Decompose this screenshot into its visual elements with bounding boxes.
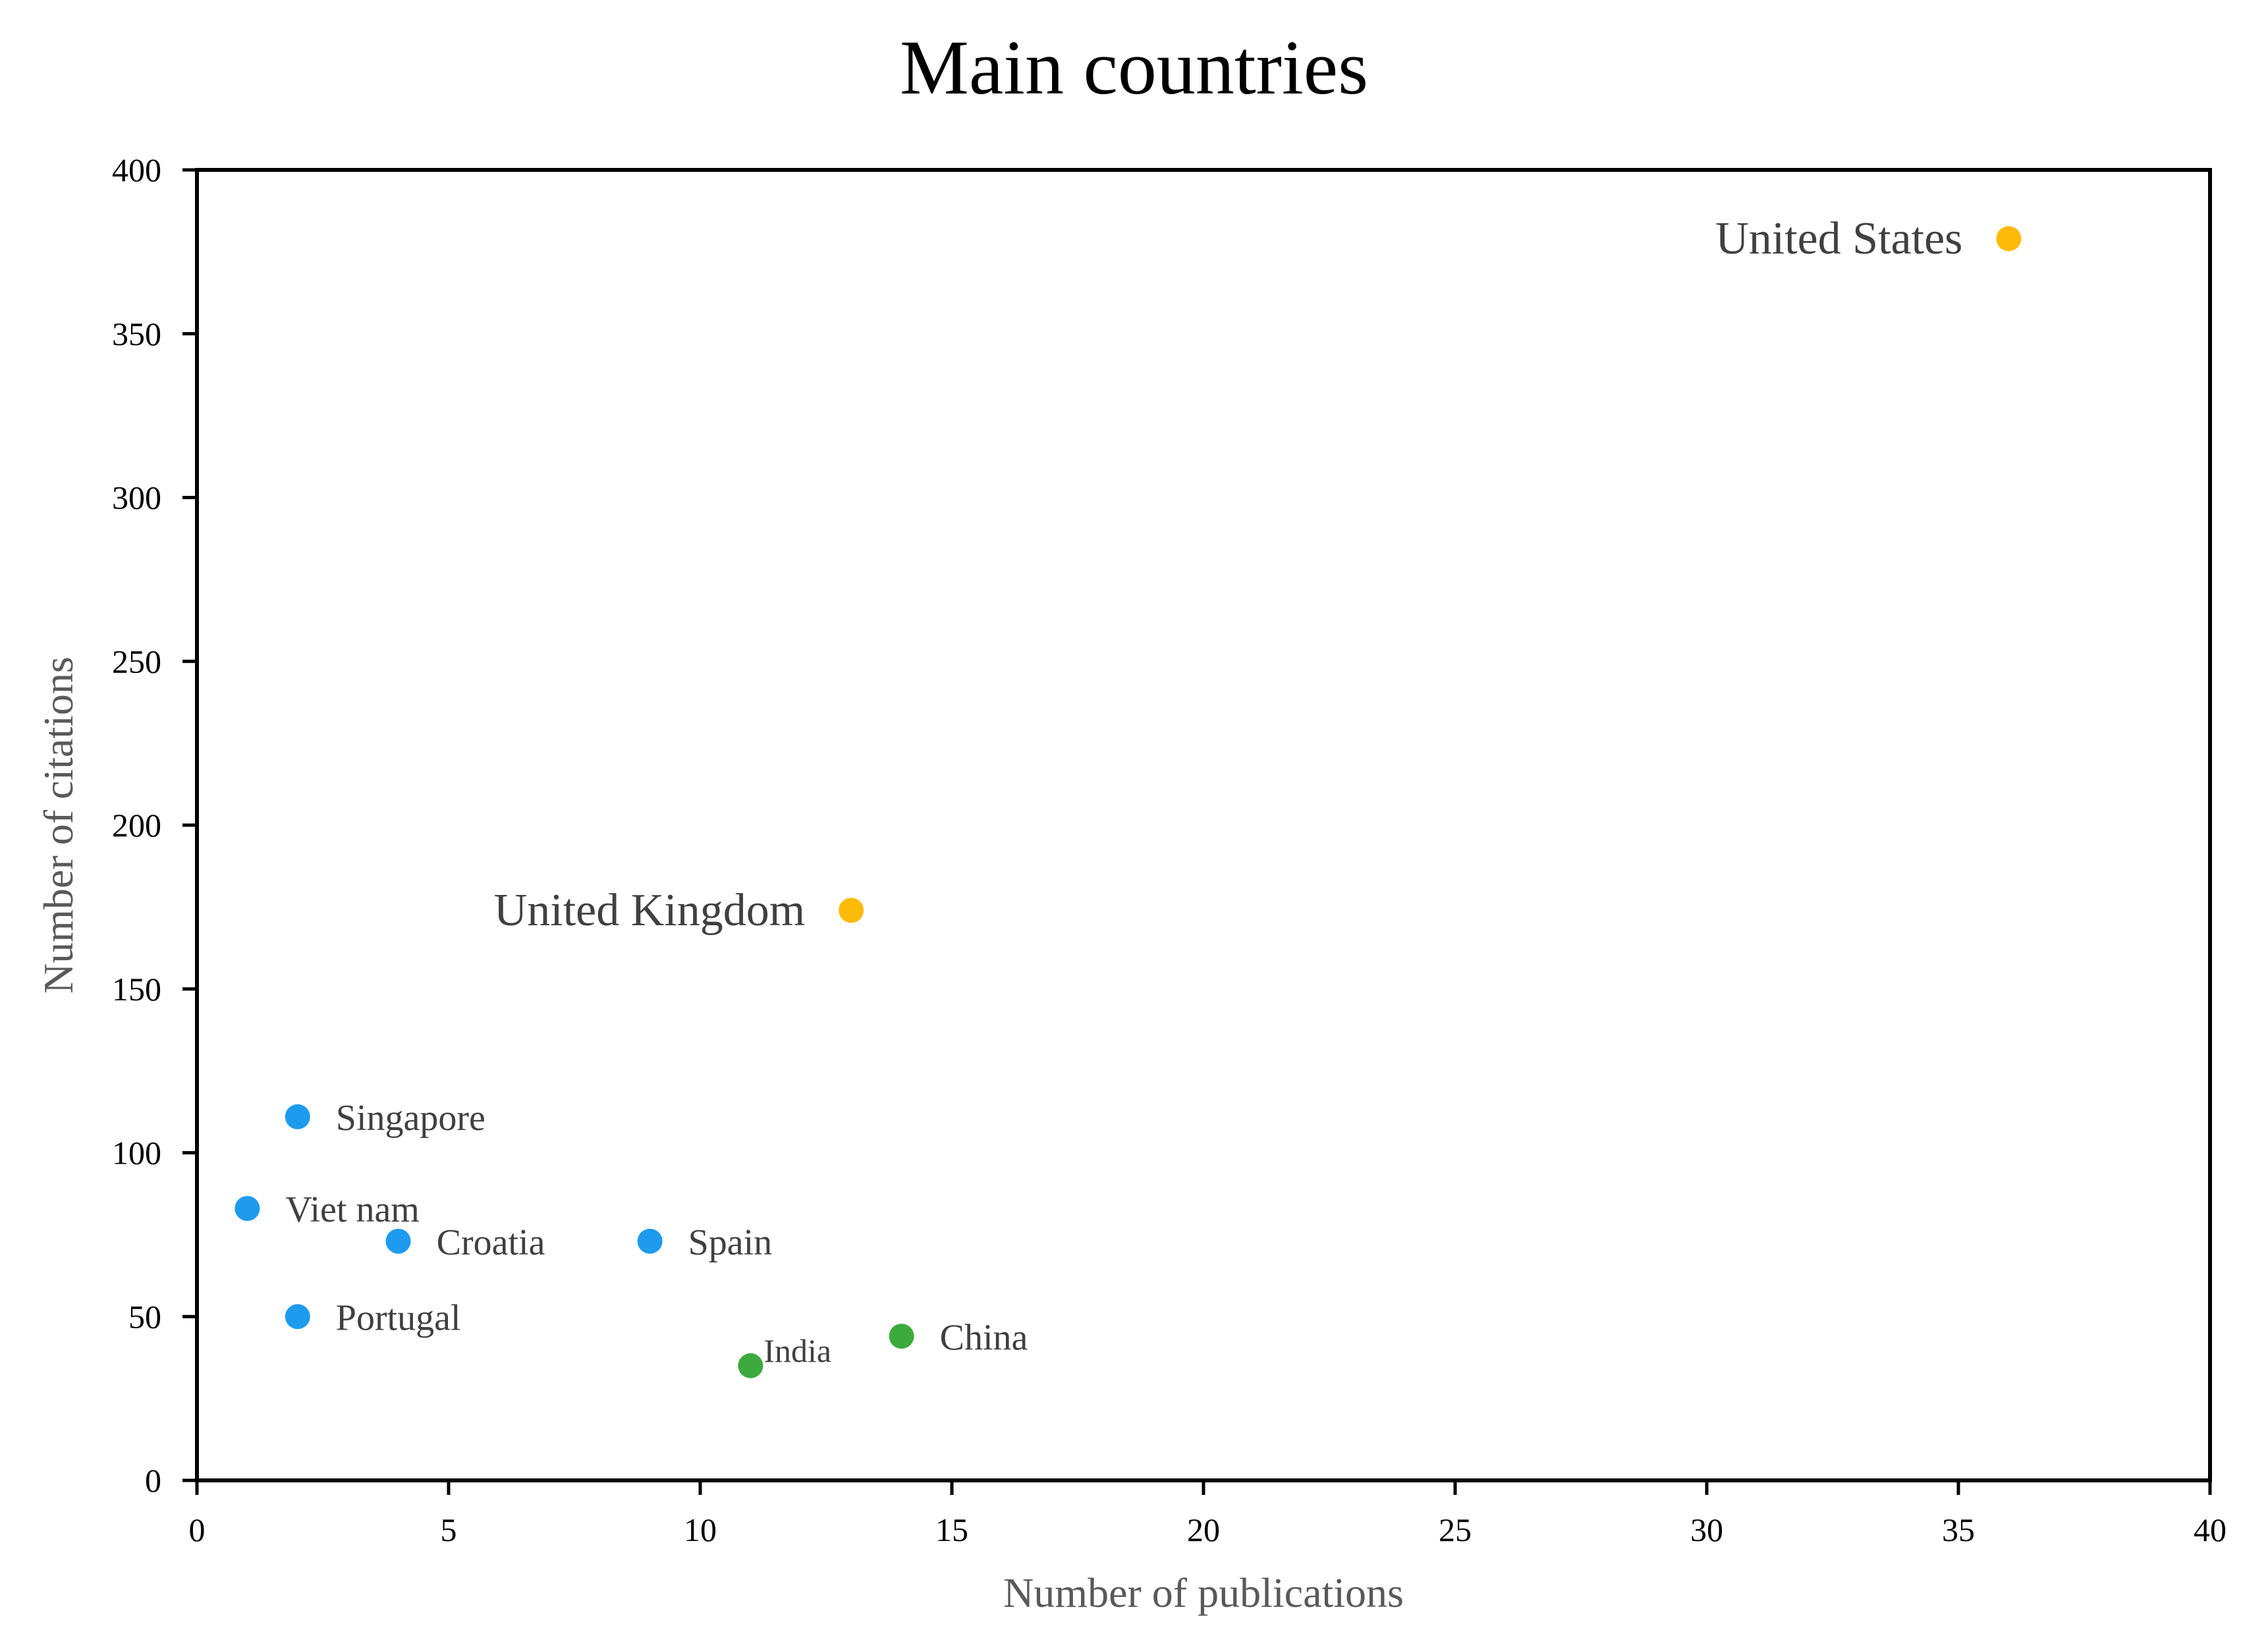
plot-area-frame [195,168,2212,1482]
y-axis-title: Number of citations [35,657,82,994]
point-label-spain: Spain [688,1222,773,1263]
point-label-singapore: Singapore [336,1098,485,1139]
x-tick-label: 35 [1942,1511,1975,1548]
y-tick-label: 350 [112,315,161,352]
point-label-united-kingdom: United Kingdom [494,885,805,936]
data-labels: United States United Kingdom Singapore Viet… [285,213,1962,1369]
chart-title: Main countries [899,24,1369,111]
y-tick-label: 50 [128,1298,161,1335]
x-tick-label: 15 [935,1511,968,1548]
x-tick-label: 5 [441,1511,457,1548]
y-tick-label: 100 [112,1135,161,1172]
x-tick-label: 30 [1690,1511,1723,1548]
point-label-viet-nam: Viet nam [285,1189,419,1230]
point-united-kingdom [839,898,864,923]
y-tick-label: 250 [112,643,161,680]
point-label-china: China [940,1317,1028,1358]
point-spain [637,1228,663,1254]
y-tick-label: 400 [112,151,161,188]
point-united-states [1996,226,2022,252]
x-axis: 0 5 10 15 20 25 30 35 40 [189,1480,2227,1548]
point-india [738,1353,763,1378]
data-points [235,226,2022,1378]
x-tick-label: 25 [1439,1511,1472,1548]
x-tick-label: 20 [1187,1511,1220,1548]
y-tick-label: 200 [112,807,161,844]
x-tick-label: 0 [189,1511,206,1548]
y-tick-label: 300 [112,479,161,516]
point-portugal [285,1304,310,1330]
point-label-croatia: Croatia [437,1222,545,1263]
point-croatia [385,1228,411,1254]
point-label-portugal: Portugal [336,1297,461,1338]
x-tick-label: 40 [2194,1511,2227,1548]
point-china [889,1324,914,1349]
x-axis-title: Number of publications [1003,1569,1404,1616]
y-tick-label: 0 [145,1462,161,1499]
point-singapore [285,1104,310,1129]
y-axis: 0 50 100 150 200 250 300 350 400 [112,151,197,1499]
point-label-india: India [763,1332,831,1369]
x-tick-label: 10 [684,1511,717,1548]
point-label-united-states: United States [1715,213,1962,264]
y-tick-label: 150 [112,971,161,1008]
point-viet-nam [235,1196,260,1222]
